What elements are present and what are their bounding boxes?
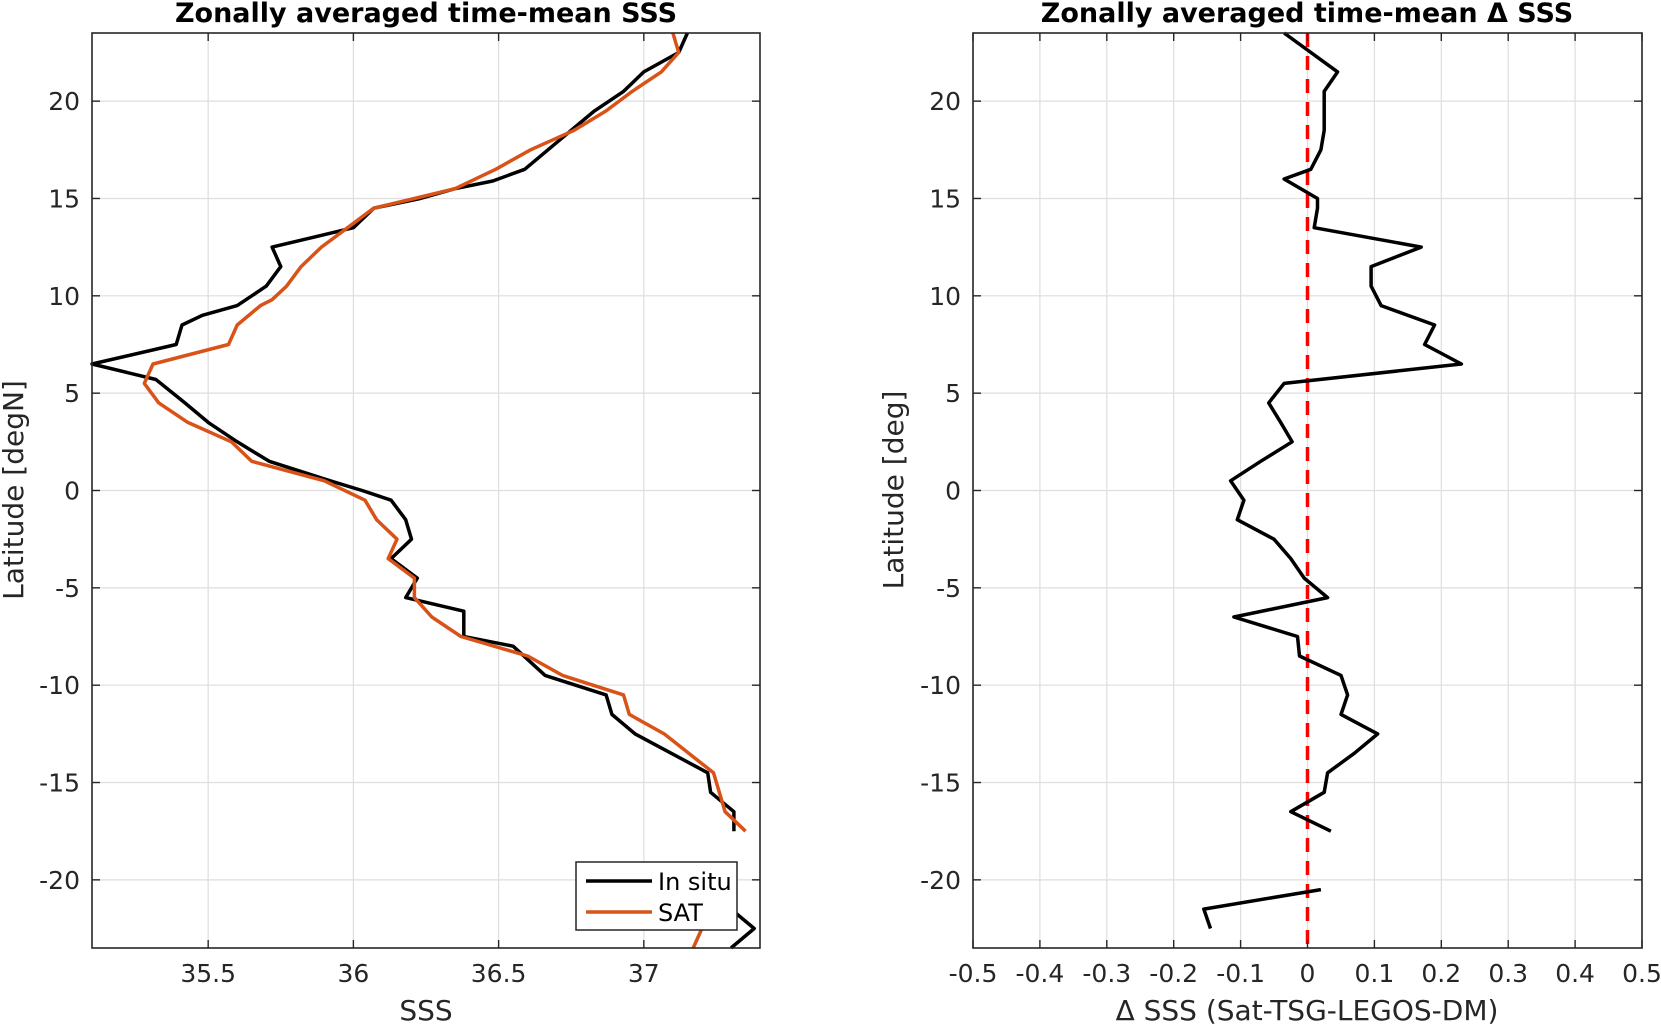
delta-y-tick-label: 15 [929, 184, 961, 213]
delta-x-tick-label: -0.5 [949, 959, 998, 988]
delta-y-axis-label: Latitude [deg] [877, 391, 910, 590]
delta-y-tick-label: -5 [936, 574, 961, 603]
delta-y-tick-label: 0 [945, 477, 961, 506]
sss-x-axis-label: SSS [399, 994, 452, 1026]
delta-y-tick-label: -10 [920, 671, 961, 700]
delta-y-tick-label: 10 [929, 282, 961, 311]
sss-grid [92, 33, 760, 948]
sss-x-tick-label: 37 [628, 959, 660, 988]
sss-y-axis-label: Latitude [degN] [0, 380, 30, 600]
sss-y-tick-label: -15 [39, 769, 80, 798]
delta-y-tick-label: 5 [945, 379, 961, 408]
sss-y-tick-label: 5 [64, 379, 80, 408]
delta-chart-title: Zonally averaged time-mean Δ SSS [1041, 0, 1573, 29]
delta-x-tick-label: 0.1 [1355, 959, 1395, 988]
sss-ticks: 35.5 36 36.5 37 -20 -15 -10 -5 0 5 10 15 20 [39, 33, 760, 988]
sss-chart-title: Zonally averaged time-mean SSS [175, 0, 677, 29]
sss-panel: 35.5 36 36.5 37 -20 -15 -10 -5 0 5 10 15 20 Zonally … [0, 0, 761, 1026]
delta-x-tick-label: -0.4 [1016, 959, 1065, 988]
delta-y-tick-label: -20 [920, 866, 961, 895]
sss-x-tick-label: 36 [337, 959, 369, 988]
legend-in-situ-label: In situ [658, 868, 732, 896]
delta-sss-panel: -0.5 -0.4 -0.3 -0.2 -0.1 0 0.1 0.2 0.3 0.4 0.5 -20 -… [877, 0, 1661, 1026]
delta-x-tick-label: 0.4 [1555, 959, 1595, 988]
legend-box [575, 861, 738, 931]
sss-x-tick-label: 35.5 [180, 959, 236, 988]
sss-y-tick-label: -10 [39, 671, 80, 700]
sss-x-tick-label: 36.5 [471, 959, 527, 988]
delta-x-tick-label: 0 [1300, 959, 1316, 988]
sss-y-tick-label: -20 [39, 866, 80, 895]
delta-y-tick-label: -15 [920, 769, 961, 798]
delta-x-tick-label: 0.2 [1421, 959, 1461, 988]
delta-series-line-segment-0 [1228, 31, 1464, 833]
sss-y-tick-label: 15 [48, 184, 80, 213]
delta-series-lines [1202, 31, 1464, 930]
delta-x-axis-label: Δ SSS (Sat-TSG-LEGOS-DM) [1116, 994, 1499, 1026]
delta-y-tick-label: 20 [929, 87, 961, 116]
sss-series-line-sat [142, 32, 747, 833]
sss-series-line-in-situ [90, 32, 736, 832]
sss-y-tick-label: 20 [48, 87, 80, 116]
delta-x-tick-label: 0.5 [1622, 959, 1661, 988]
sss-series-line-segment-1 [729, 907, 756, 950]
sss-y-tick-label: -5 [55, 574, 80, 603]
delta-x-tick-label: 0.3 [1488, 959, 1528, 988]
sss-y-tick-label: 10 [48, 282, 80, 311]
delta-x-tick-label: -0.2 [1149, 959, 1198, 988]
delta-x-tick-label: -0.1 [1216, 959, 1265, 988]
delta-x-tick-label: -0.3 [1082, 959, 1131, 988]
delta-ticks: -0.5 -0.4 -0.3 -0.2 -0.1 0 0.1 0.2 0.3 0.4 0.5 -20 -… [920, 33, 1661, 988]
sss-y-tick-label: 0 [64, 477, 80, 506]
delta-series-line-segment-1 [1202, 887, 1322, 930]
legend-sat-label: SAT [658, 899, 703, 927]
sss-legend: In situ SAT [575, 861, 738, 931]
